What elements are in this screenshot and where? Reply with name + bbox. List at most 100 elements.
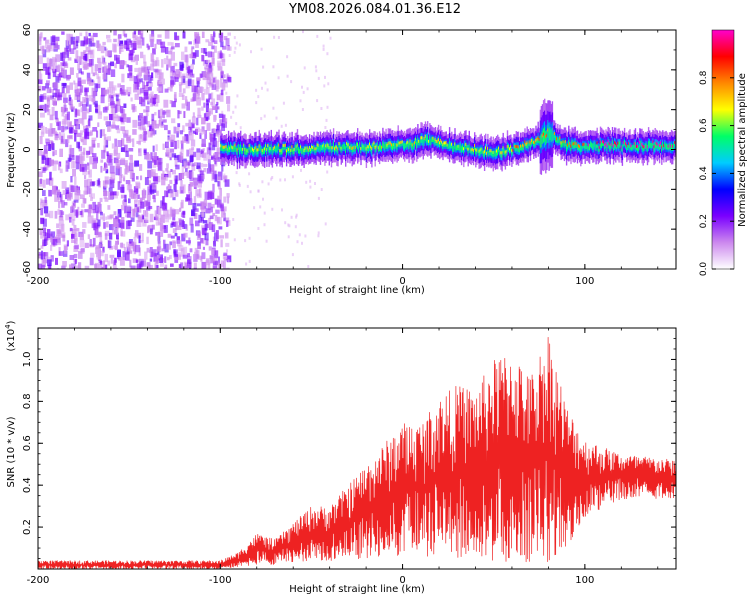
spectrogram-cell xyxy=(570,144,572,148)
spectrogram-cell xyxy=(92,153,97,157)
spectrogram-cell xyxy=(362,144,365,148)
spectrogram-cell xyxy=(642,145,645,149)
spectrogram-cell xyxy=(190,63,194,70)
x-tick-label: -100 xyxy=(209,276,232,287)
spectrogram-cell xyxy=(91,206,94,211)
spectrogram-cell xyxy=(398,141,401,145)
spectrogram-cell xyxy=(446,143,449,147)
spectrogram-cell xyxy=(174,92,177,100)
spectrogram-cell xyxy=(182,125,185,133)
spectrogram-cell xyxy=(143,54,146,64)
spectrogram-cell xyxy=(223,261,226,269)
spectrogram-cell xyxy=(147,169,152,179)
spectrogram-cell xyxy=(219,235,224,239)
spectrogram-cell xyxy=(162,196,165,205)
spectrogram-cell xyxy=(168,50,173,55)
spectrogram-cell xyxy=(208,142,211,151)
spectrogram-cell xyxy=(192,130,197,134)
spectrogram-cell xyxy=(279,178,282,182)
spectrogram-cell xyxy=(457,144,460,148)
spectrogram-cell xyxy=(522,143,524,147)
spectrogram-cell xyxy=(536,137,538,141)
spectrogram-cell xyxy=(497,148,499,156)
spectrogram-cell xyxy=(495,149,498,153)
spectrogram-cell xyxy=(67,136,70,144)
spectrogram-cell xyxy=(51,141,54,148)
spectrogram-cell xyxy=(301,108,304,111)
spectrogram-cell xyxy=(250,50,252,54)
spectrogram-cell xyxy=(242,147,244,151)
spectrogram-cell xyxy=(276,145,278,153)
spectrogram-cell xyxy=(489,149,491,153)
spectrogram-cell xyxy=(162,143,165,150)
spectrogram-cell xyxy=(553,132,556,135)
spectrogram-cell xyxy=(78,262,82,269)
spectrogram-cell xyxy=(145,68,148,75)
spectrogram-cell xyxy=(253,149,255,152)
spectrogram-cell xyxy=(447,144,450,150)
spectrogram-cell xyxy=(77,94,81,100)
spectrogram-cell xyxy=(572,142,575,146)
spectrogram-cell xyxy=(141,97,145,103)
y-tick-label: 20 xyxy=(22,103,33,116)
spectrogram-cell xyxy=(137,205,142,213)
spectrogram-cell xyxy=(501,151,503,155)
spectrogram-cell xyxy=(205,223,209,228)
spectrogram-cell xyxy=(61,181,67,189)
spectrogram-cell xyxy=(205,103,209,112)
spectrogram-cell xyxy=(49,123,53,130)
spectrogram-cell xyxy=(217,176,222,181)
spectrogram-cell xyxy=(226,220,231,226)
spectrogram-cell xyxy=(574,140,576,148)
spectrogram-cell xyxy=(188,65,191,75)
spectrogram-cell xyxy=(211,144,216,151)
spectrogram-cell xyxy=(99,235,103,244)
spectrogram-cell xyxy=(212,133,216,139)
spectrogram-cell xyxy=(155,94,160,103)
spectrogram-cell xyxy=(52,150,57,156)
spectrogram-cell xyxy=(42,151,46,157)
spectrogram-cell xyxy=(196,250,200,259)
spectrogram-cell xyxy=(257,189,260,193)
spectrogram-cell xyxy=(171,46,175,50)
spectrogram-cell xyxy=(450,143,452,149)
spectrogram-cell xyxy=(252,147,254,151)
snr-scale-text: (x104) xyxy=(4,320,17,351)
spectrogram-cell xyxy=(306,146,309,150)
spectrogram-cell xyxy=(63,93,67,98)
spectrogram-cell xyxy=(194,50,199,57)
spectrogram-cell xyxy=(78,68,82,74)
spectrogram-cell xyxy=(233,238,236,242)
spectrogram-cell xyxy=(594,142,596,148)
spectrogram-cell xyxy=(68,99,73,105)
spectrogram-cell xyxy=(607,139,610,143)
spectrogram-cell xyxy=(59,148,63,157)
spectrogram-cell xyxy=(104,233,108,240)
spectrogram-cell xyxy=(125,163,128,170)
snr-series-line xyxy=(38,337,676,569)
spectrogram-cell xyxy=(104,163,108,169)
spectrogram-cell xyxy=(247,161,250,165)
spectrogram-cell xyxy=(110,172,116,181)
spectrogram-cell xyxy=(74,193,80,201)
spectrogram-cell xyxy=(216,130,220,137)
spectrogram-cell xyxy=(436,139,439,143)
spectrogram-cell xyxy=(316,99,319,103)
x-tick-label: -100 xyxy=(209,575,232,586)
spectrogram-cell xyxy=(487,146,489,150)
spectrogram-cell xyxy=(41,264,45,269)
spectrogram-cell xyxy=(195,127,200,133)
spectrogram-cell xyxy=(88,38,92,47)
spectrogram-cell xyxy=(47,72,51,79)
spectrogram-cell xyxy=(223,158,227,165)
spectrogram-cell xyxy=(88,59,92,66)
spectrogram-cell xyxy=(320,188,323,191)
spectrogram-cell xyxy=(570,144,572,151)
spectrogram-cell xyxy=(462,145,464,151)
spectrogram-cell xyxy=(128,239,133,243)
spectrogram-cell xyxy=(490,149,492,153)
spectrogram-cell xyxy=(317,231,320,235)
spectrogram-cell xyxy=(129,72,132,77)
spectrogram-cell xyxy=(610,143,613,149)
spectrogram-cell xyxy=(440,139,442,142)
